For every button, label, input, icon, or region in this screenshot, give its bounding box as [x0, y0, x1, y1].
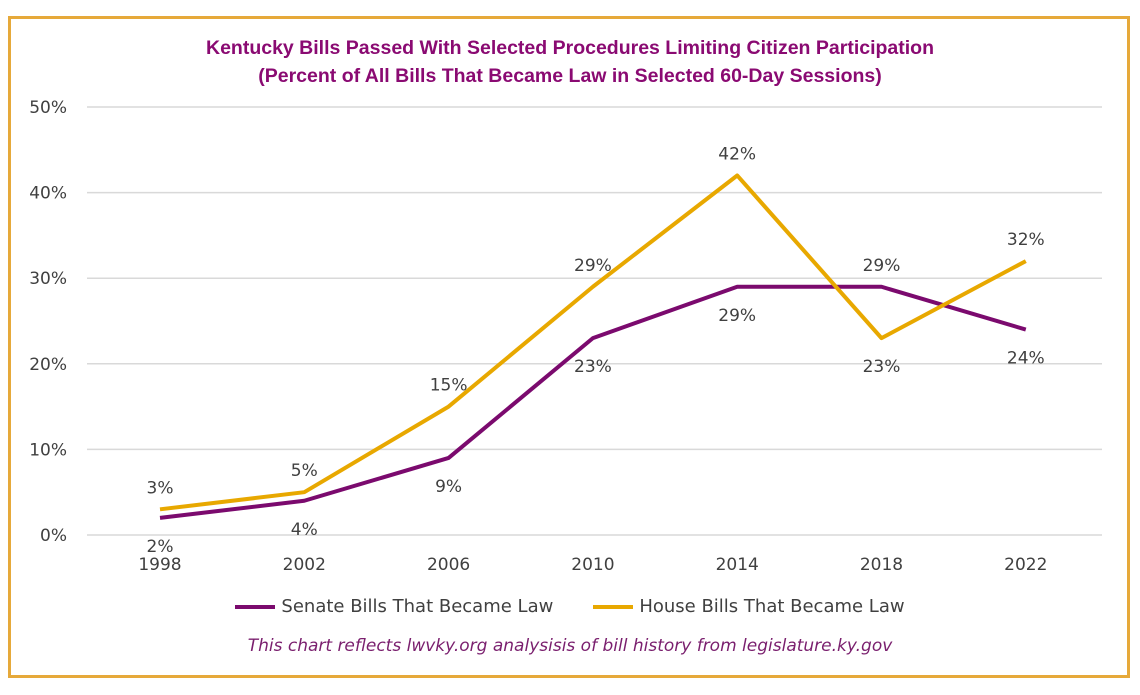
- chart-frame: [8, 16, 1130, 678]
- data-label: 23%: [863, 357, 901, 377]
- legend-label-senate: Senate Bills That Became Law: [281, 596, 554, 617]
- x-tick-label: 2002: [283, 555, 326, 575]
- legend-label-house: House Bills That Became Law: [639, 596, 905, 617]
- legend: Senate Bills That Became Law House Bills…: [0, 596, 1140, 617]
- x-tick-label: 2006: [427, 555, 470, 575]
- data-label: 23%: [574, 357, 612, 377]
- x-tick-label: 2018: [860, 555, 903, 575]
- data-label: 9%: [435, 477, 462, 497]
- chart-subtitle: (Percent of All Bills That Became Law in…: [258, 65, 882, 87]
- legend-swatch-senate: [235, 604, 276, 609]
- chart-title-block: Kentucky Bills Passed With Selected Proc…: [0, 34, 1140, 90]
- series-line-senate: [159, 284, 1027, 520]
- data-label: 3%: [147, 478, 174, 498]
- y-tick-label: 20%: [29, 355, 67, 375]
- data-label: 29%: [863, 256, 901, 276]
- x-tick-label: 1998: [138, 555, 181, 575]
- data-label: 24%: [1007, 349, 1045, 369]
- legend-item-house: House Bills That Became Law: [593, 596, 905, 617]
- data-label: 4%: [291, 520, 318, 540]
- x-tick-label: 2022: [1004, 555, 1047, 575]
- x-tick-label: 2010: [571, 555, 614, 575]
- series-line-house: [159, 173, 1027, 512]
- y-tick-label: 40%: [29, 184, 67, 204]
- data-label: 29%: [574, 256, 612, 276]
- data-label: 42%: [718, 144, 756, 164]
- legend-item-senate: Senate Bills That Became Law: [235, 596, 553, 617]
- x-tick-label: 2014: [716, 555, 759, 575]
- data-label: 32%: [1007, 230, 1045, 250]
- y-tick-label: 0%: [40, 526, 67, 546]
- y-tick-label: 30%: [29, 269, 67, 289]
- data-label: 29%: [718, 306, 756, 326]
- data-label: 15%: [430, 376, 468, 396]
- legend-swatch-house: [593, 604, 634, 609]
- source-note: This chart reflects lwvky.org analysisis…: [247, 636, 893, 656]
- chart-title: Kentucky Bills Passed With Selected Proc…: [205, 37, 934, 59]
- y-tick-label: 10%: [29, 440, 67, 460]
- data-label: 2%: [147, 537, 174, 557]
- data-label: 5%: [291, 461, 318, 481]
- y-tick-label: 50%: [29, 98, 67, 118]
